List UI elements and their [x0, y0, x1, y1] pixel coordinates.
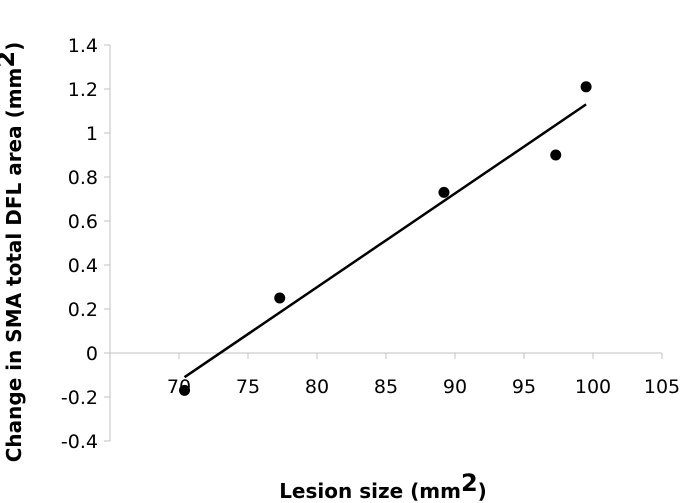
trendline-layer	[183, 103, 587, 379]
data-point	[179, 384, 191, 396]
tick-labels: -0.4-0.200.20.40.60.811.21.470 75 80 85 90 95…	[61, 35, 680, 453]
x-tick-label: 80	[305, 376, 329, 398]
axes	[104, 44, 663, 442]
y-tick-label: 0.8	[68, 167, 98, 189]
data-point	[580, 81, 592, 93]
y-tick-label: -0.2	[61, 387, 98, 409]
y-tick-label: 1.2	[68, 79, 98, 101]
data-points	[179, 81, 592, 396]
x-tick-label: 95	[512, 376, 536, 398]
y-tick-label: -0.4	[61, 431, 98, 453]
data-point	[550, 149, 562, 161]
x-tick-label: 100	[575, 376, 611, 398]
data-point	[274, 292, 286, 304]
y-tick-label: 0	[86, 343, 98, 365]
x-tick-label: 105	[644, 376, 680, 398]
y-tick-label: 0.2	[68, 299, 98, 321]
y-tick-label: 1	[86, 123, 98, 145]
x-axis-title: Lesion size (mm2)	[279, 469, 487, 503]
y-tick-label: 1.4	[68, 35, 98, 57]
x-tick-label: 90	[443, 376, 467, 398]
x-tick-label: 85	[374, 376, 398, 398]
y-axis-title: Change in SMA total DFL area (mm2)	[0, 42, 26, 463]
trendline	[183, 103, 587, 379]
x-tick-label: 75	[236, 376, 260, 398]
y-tick-label: 0.4	[68, 255, 98, 277]
data-point	[438, 186, 450, 198]
y-tick-label: 0.6	[68, 211, 98, 233]
